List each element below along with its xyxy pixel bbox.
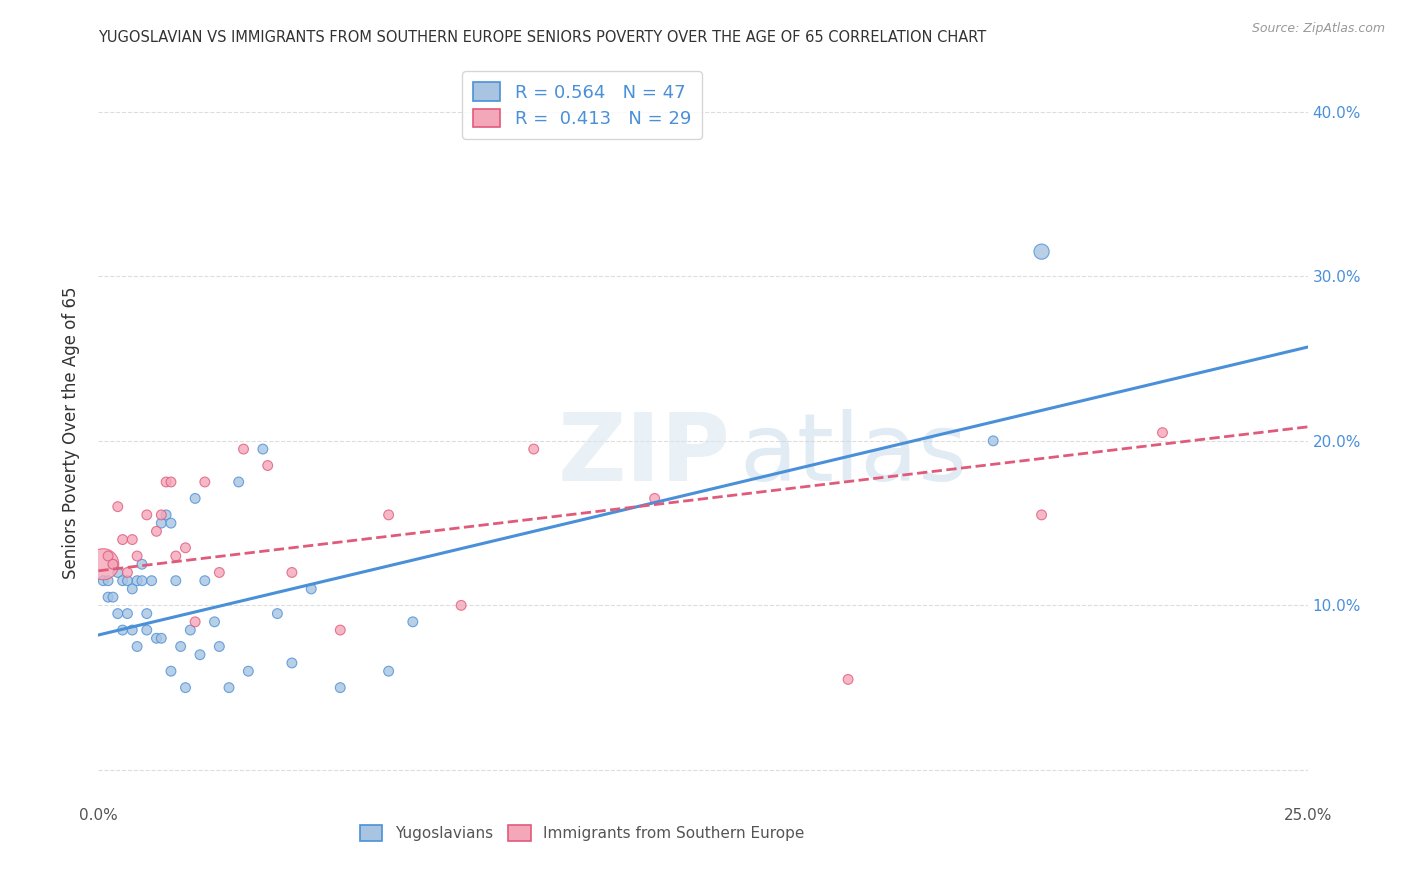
Point: [101, 590, 124, 604]
Point: [121, 582, 143, 596]
Point: [174, 681, 197, 695]
Point: [174, 541, 197, 555]
Point: [160, 516, 183, 530]
Point: [111, 574, 134, 588]
Point: [155, 475, 177, 489]
Point: [299, 582, 322, 596]
Point: [160, 664, 183, 678]
Point: [160, 475, 183, 489]
Point: [184, 491, 207, 506]
Point: [150, 632, 173, 646]
Point: [165, 549, 187, 563]
Point: [266, 607, 288, 621]
Point: [150, 508, 173, 522]
Point: [208, 566, 231, 580]
Point: [194, 475, 217, 489]
Point: [127, 549, 149, 563]
Point: [107, 566, 129, 580]
Text: Source: ZipAtlas.com: Source: ZipAtlas.com: [1251, 22, 1385, 36]
Point: [377, 664, 399, 678]
Point: [127, 640, 149, 654]
Point: [97, 574, 120, 588]
Point: [145, 632, 167, 646]
Point: [101, 558, 124, 572]
Point: [208, 640, 231, 654]
Point: [111, 623, 134, 637]
Point: [252, 442, 274, 456]
Point: [981, 434, 1004, 448]
Point: [377, 508, 399, 522]
Point: [91, 558, 114, 572]
Point: [150, 516, 173, 530]
Point: [188, 648, 211, 662]
Point: [121, 533, 143, 547]
Point: [450, 599, 472, 613]
Point: [107, 500, 129, 514]
Point: [1031, 508, 1053, 522]
Point: [204, 615, 226, 629]
Point: [281, 566, 304, 580]
Point: [179, 623, 201, 637]
Point: [127, 574, 149, 588]
Point: [1031, 244, 1053, 259]
Y-axis label: Seniors Poverty Over the Age of 65: Seniors Poverty Over the Age of 65: [62, 286, 80, 579]
Point: [1152, 425, 1174, 440]
Point: [97, 549, 120, 563]
Point: [91, 574, 114, 588]
Text: ZIP: ZIP: [558, 409, 731, 500]
Point: [117, 566, 139, 580]
Point: [135, 623, 157, 637]
Point: [165, 574, 187, 588]
Point: [131, 558, 153, 572]
Point: [97, 590, 120, 604]
Point: [238, 664, 260, 678]
Point: [218, 681, 240, 695]
Point: [155, 508, 177, 522]
Point: [232, 442, 254, 456]
Point: [169, 640, 191, 654]
Point: [281, 656, 304, 670]
Point: [141, 574, 163, 588]
Point: [184, 615, 207, 629]
Point: [101, 558, 124, 572]
Point: [256, 458, 278, 473]
Point: [145, 524, 167, 539]
Text: YUGOSLAVIAN VS IMMIGRANTS FROM SOUTHERN EUROPE SENIORS POVERTY OVER THE AGE OF 6: YUGOSLAVIAN VS IMMIGRANTS FROM SOUTHERN …: [98, 29, 987, 45]
Point: [117, 574, 139, 588]
Point: [121, 623, 143, 637]
Point: [111, 533, 134, 547]
Point: [117, 607, 139, 621]
Point: [837, 673, 859, 687]
Point: [135, 508, 157, 522]
Point: [228, 475, 250, 489]
Text: atlas: atlas: [740, 409, 967, 500]
Point: [329, 623, 352, 637]
Point: [131, 574, 153, 588]
Point: [523, 442, 546, 456]
Point: [135, 607, 157, 621]
Legend: Yugoslavians, Immigrants from Southern Europe: Yugoslavians, Immigrants from Southern E…: [353, 819, 811, 847]
Point: [644, 491, 666, 506]
Point: [194, 574, 217, 588]
Point: [402, 615, 425, 629]
Point: [329, 681, 352, 695]
Point: [107, 607, 129, 621]
